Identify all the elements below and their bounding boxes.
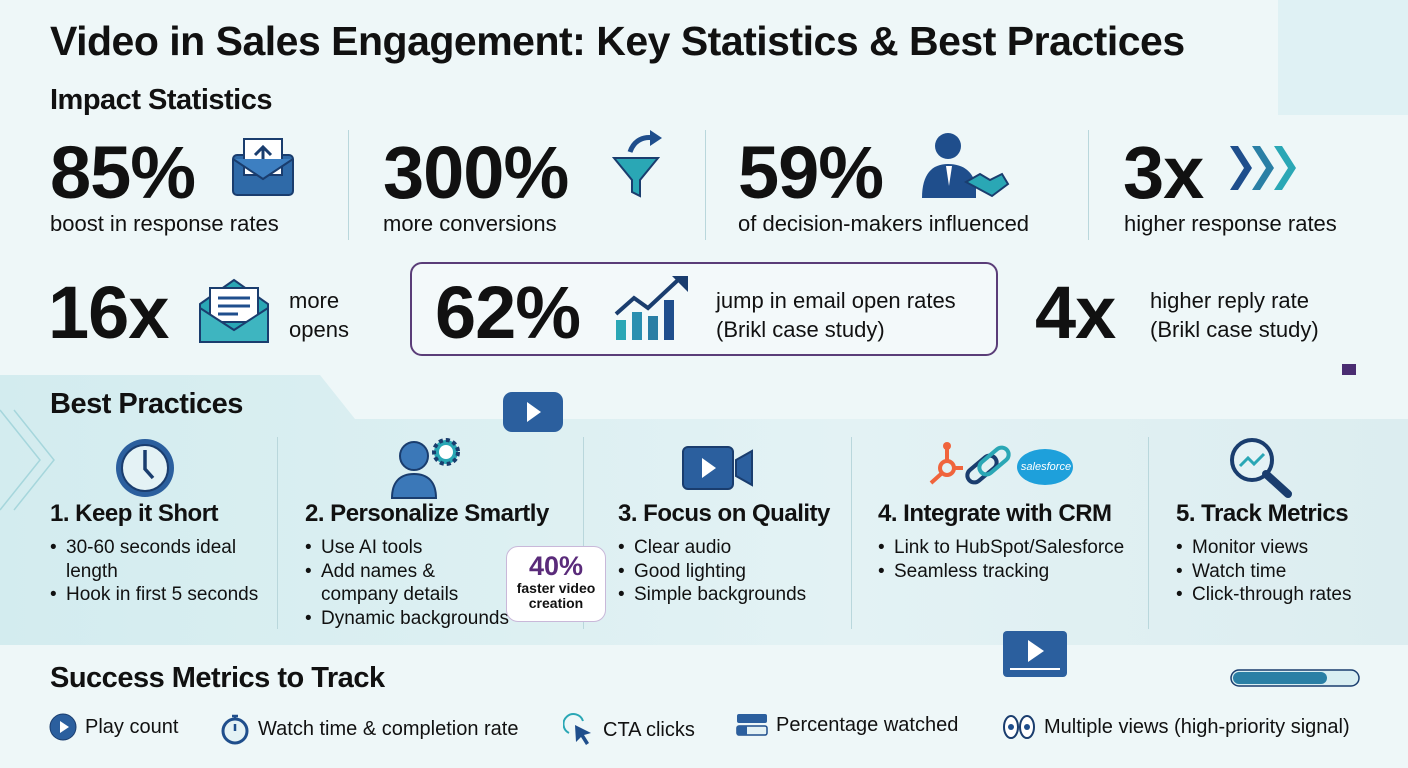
stat-value: 62% xyxy=(435,271,581,354)
stat-label: more opens xyxy=(289,286,349,344)
practice-bullet: Seamless tracking xyxy=(878,560,1124,584)
progress-icon xyxy=(736,714,768,736)
practice-title: 3. Focus on Quality xyxy=(618,500,830,527)
practice-quality: 3. Focus on Quality Clear audioGood ligh… xyxy=(618,500,830,607)
stat-label: boost in response rates xyxy=(50,211,279,236)
practice-bullet: Add names & company details xyxy=(305,560,475,607)
progress-bar-decoration xyxy=(1230,669,1360,687)
practice-title: 5. Track Metrics xyxy=(1176,500,1349,527)
metric-play-count: Play count xyxy=(49,713,178,741)
practice-bullet: Monitor views xyxy=(1176,536,1351,560)
video-camera-icon xyxy=(682,446,753,490)
stat-label-line: (Brikl case study) xyxy=(716,317,885,342)
stat-label: of decision-makers influenced xyxy=(738,211,1030,236)
stat-value: 59% xyxy=(738,131,884,214)
chevrons-icon xyxy=(1230,146,1296,190)
stat-label-line: more xyxy=(289,288,340,313)
divider xyxy=(348,130,349,240)
divider xyxy=(583,437,584,629)
practice-title: 2. Personalize Smartly xyxy=(305,500,549,527)
stat-value: 4x xyxy=(1035,271,1116,354)
stat-label-line: jump in email open rates xyxy=(716,288,956,313)
practice-bullet: Good lighting xyxy=(618,560,830,584)
practice-crm: 4. Integrate with CRM Link to HubSpot/Sa… xyxy=(878,500,1124,583)
growth-chart-icon xyxy=(614,276,688,340)
eyes-icon xyxy=(1003,715,1035,739)
crm-link-icon xyxy=(929,442,1073,485)
salesforce-logo-text: salesforce xyxy=(1020,461,1072,473)
metric-multiple-views: Multiple views (high-priority signal) xyxy=(1002,713,1350,741)
practice-bullet: Simple backgrounds xyxy=(618,583,830,607)
stopwatch-icon xyxy=(221,714,249,745)
stat-label-line: higher reply rate xyxy=(1150,288,1309,313)
practice-bullet: 30-60 seconds ideal length xyxy=(50,536,260,583)
practice-title: 4. Integrate with CRM xyxy=(878,500,1112,527)
stat-label: higher response rates xyxy=(1124,211,1337,236)
stat-label-line: opens xyxy=(289,317,349,342)
practice-personalize: 2. Personalize Smartly Use AI toolsAdd n… xyxy=(305,500,549,630)
divider xyxy=(705,130,706,240)
analytics-magnifier-icon xyxy=(1230,438,1292,498)
divider xyxy=(277,437,278,629)
metric-label: Percentage watched xyxy=(776,713,959,736)
practice-bullet: Link to HubSpot/Salesforce xyxy=(878,536,1124,560)
metric-label: CTA clicks xyxy=(603,718,695,741)
decorative-panel xyxy=(1278,0,1408,115)
metric-label: Play count xyxy=(85,715,179,738)
practice-bullet: Watch time xyxy=(1176,560,1351,584)
video-player-icon xyxy=(1003,631,1067,677)
best-practices-heading: Best Practices xyxy=(50,388,243,420)
metric-cta-clicks: CTA clicks xyxy=(563,713,695,747)
envelope-upload-icon xyxy=(232,138,294,196)
practice-bullet: Click-through rates xyxy=(1176,583,1351,607)
practice-track-metrics: 5. Track Metrics Monitor viewsWatch time… xyxy=(1176,500,1351,607)
divider xyxy=(1088,130,1089,240)
practice-bullet: Use AI tools xyxy=(305,536,475,560)
stat-label: jump in email open rates (Brikl case stud… xyxy=(716,286,956,344)
stat-label-line: (Brikl case study) xyxy=(1150,317,1319,342)
callout-text: faster video creation xyxy=(516,580,596,611)
metric-label: Watch time & completion rate xyxy=(258,717,519,740)
practice-title: 1. Keep it Short xyxy=(50,500,219,527)
divider xyxy=(851,437,852,629)
metric-label: Multiple views (high-priority signal) xyxy=(1044,715,1350,738)
metric-watch-time: Watch time & completion rate xyxy=(220,713,518,745)
divider xyxy=(1148,437,1149,629)
stat-value: 3x xyxy=(1123,131,1204,214)
practice-bullet: Dynamic backgrounds xyxy=(305,607,509,631)
practice-bullet: Hook in first 5 seconds xyxy=(50,583,260,607)
person-ai-icon xyxy=(390,438,460,499)
stat-value: 300% xyxy=(383,131,569,214)
cursor-click-icon xyxy=(563,713,591,745)
play-icon xyxy=(49,713,77,741)
practice-keep-short: 1. Keep it Short 30-60 seconds ideal len… xyxy=(50,500,260,607)
open-envelope-icon xyxy=(199,278,269,343)
impact-heading: Impact Statistics xyxy=(50,84,272,116)
callout-bubble: 40% faster video creation xyxy=(506,546,606,622)
stat-value: 16x xyxy=(48,271,169,354)
clock-icon xyxy=(116,439,174,497)
stat-label: higher reply rate (Brikl case study) xyxy=(1150,286,1319,344)
funnel-icon xyxy=(611,130,662,198)
stat-label: more conversions xyxy=(383,211,557,236)
highlight-stat-box xyxy=(410,262,998,356)
handshake-icon xyxy=(922,133,1010,198)
play-button-icon[interactable] xyxy=(502,391,564,433)
callout-value: 40% xyxy=(528,551,584,581)
practice-bullet: Clear audio xyxy=(618,536,830,560)
success-metrics-heading: Success Metrics to Track xyxy=(50,662,385,694)
page-title: Video in Sales Engagement: Key Statistic… xyxy=(50,18,1185,64)
metric-percentage-watched: Percentage watched xyxy=(736,713,958,737)
chevron-decoration-icon xyxy=(0,409,55,511)
stat-value: 85% xyxy=(50,131,196,214)
